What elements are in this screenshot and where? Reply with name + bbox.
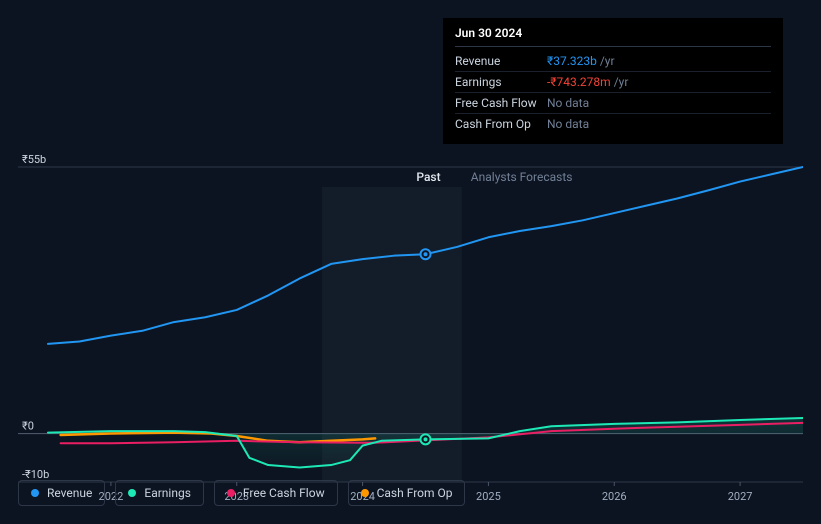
tooltip-row: Free Cash FlowNo data [455,93,771,114]
legend-item-label: Free Cash Flow [243,486,325,500]
tooltip-row: Earnings-₹743.278m/yr [455,72,771,93]
svg-text:2025: 2025 [476,490,501,503]
svg-text:₹0: ₹0 [22,420,34,433]
tooltip-row-value: ₹37.323b/yr [547,54,615,68]
svg-text:Past: Past [416,170,440,184]
legend-item-earnings[interactable]: Earnings [115,480,204,506]
svg-text:2026: 2026 [602,490,627,503]
legend-item-label: Cash From Op [377,486,453,500]
tooltip-row-value: -₹743.278m/yr [547,75,628,89]
tooltip-row-label: Revenue [455,54,547,68]
tooltip-row-value: No data [547,96,589,110]
tooltip-row-label: Cash From Op [455,117,547,131]
legend-item-revenue[interactable]: Revenue [18,480,105,506]
tooltip-date: Jun 30 2024 [455,26,771,47]
svg-text:2027: 2027 [728,490,753,503]
legend-item-free-cash-flow[interactable]: Free Cash Flow [214,480,338,506]
tooltip-row: Cash From OpNo data [455,114,771,134]
tooltip-row-label: Free Cash Flow [455,96,547,110]
svg-text:Analysts Forecasts: Analysts Forecasts [471,170,573,184]
tooltip-row-value: No data [547,117,589,131]
tooltip-row-label: Earnings [455,75,547,89]
legend-item-label: Revenue [47,486,92,500]
tooltip-row: Revenue₹37.323b/yr [455,51,771,72]
legend-item-label: Earnings [144,486,191,500]
chart-tooltip: Jun 30 2024 Revenue₹37.323b/yrEarnings-₹… [443,18,783,144]
legend-dot-icon [128,489,136,497]
svg-text:₹55b: ₹55b [22,153,46,166]
legend-dot-icon [361,489,369,497]
legend-item-cash-from-op[interactable]: Cash From Op [348,480,466,506]
chart-legend: Revenue Earnings Free Cash Flow Cash From O… [18,480,465,506]
legend-dot-icon [227,489,235,497]
legend-dot-icon [31,489,39,497]
